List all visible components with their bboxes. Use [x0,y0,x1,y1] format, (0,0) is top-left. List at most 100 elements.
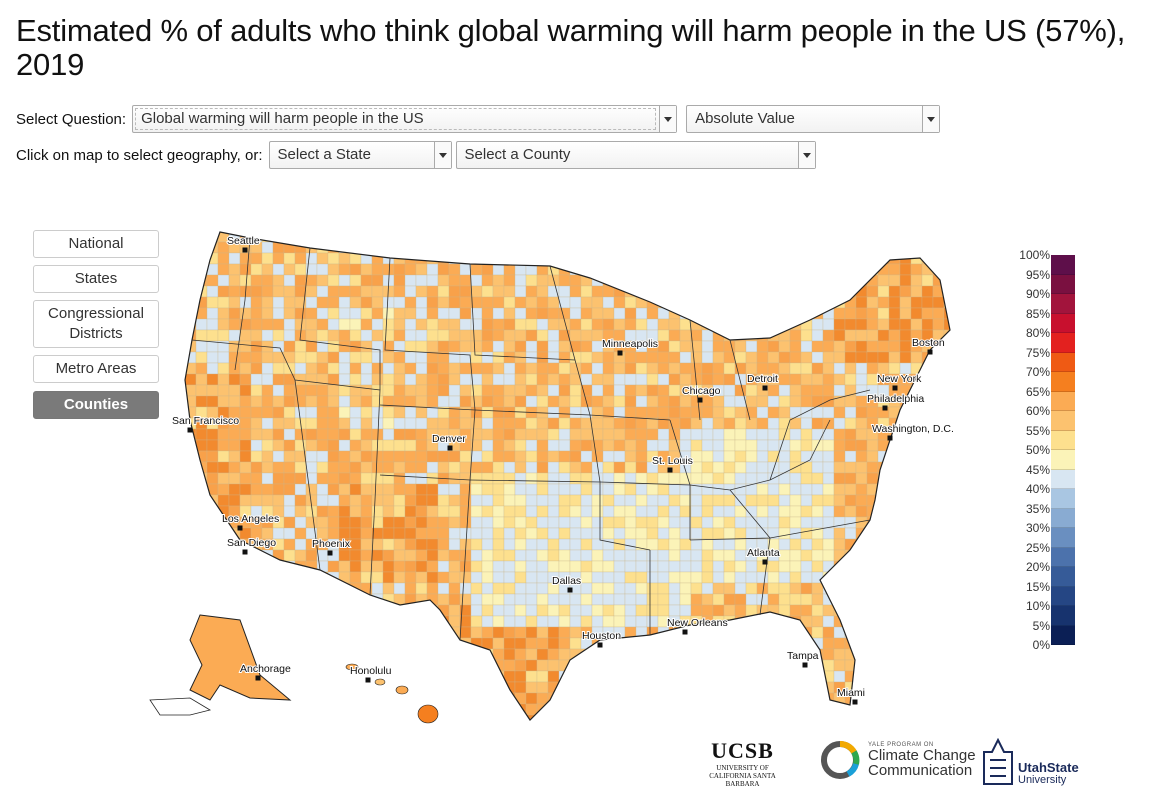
question-row: Select Question: Global warming will har… [16,105,949,133]
city-dot [365,677,371,683]
chevron-down-icon [797,142,815,168]
alaska [149,614,292,716]
county-select[interactable]: Select a County [455,141,816,169]
legend-swatch [1051,294,1075,314]
ypccc-ring-icon [821,740,860,779]
legend-label: 85% [1025,306,1050,321]
state-borders [191,237,871,641]
city-label: Phoenix [312,538,351,550]
usu-building-icon [983,738,1013,785]
legend-swatch [1051,528,1075,548]
geo-button-metro-areas[interactable]: Metro Areas [33,355,159,383]
city-label: Washington, D.C. [872,423,954,435]
geo-button-states[interactable]: States [33,265,159,293]
legend-swatch [1051,313,1075,333]
city-dot [187,427,193,433]
legend-label: 30% [1025,521,1050,535]
legend-label: 35% [1025,501,1050,516]
legend-swatch [1051,391,1075,411]
city-dot [237,525,243,531]
legend-label: 40% [1025,482,1050,496]
usu-logo: UtahState University [978,738,1079,786]
legend-swatch [1051,508,1075,528]
city-label: Seattle [227,235,260,247]
legend-swatch [1051,352,1075,372]
ypccc-logo: YALE PROGRAM ON Climate Change Communica… [818,738,978,782]
legend-swatch [1051,255,1075,275]
legend-label: 25% [1025,540,1050,555]
state-select[interactable]: Select a State [268,141,452,169]
ucsb-logo: UCSB UNIVERSITY OF CALIFORNIA SANTA BARB… [709,738,776,788]
city-label: Miami [837,687,865,699]
city-dot [597,642,603,648]
legend-label: 0% [1032,638,1050,652]
geo-button-national[interactable]: National [33,230,159,258]
geo-button-congressional-districts[interactable]: Congressional Districts [33,300,159,348]
city-label: Denver [432,433,466,445]
city-dot [697,397,703,403]
us-county-map[interactable]: Seattle San Francisco Los Angeles San Diego… [130,220,960,740]
city-dot [255,675,261,681]
legend-swatch [1051,586,1075,606]
city-label: Los Angeles [222,513,279,525]
city-dot [617,350,623,356]
hawaii [345,663,439,724]
city-dot [567,587,573,593]
legend-swatch [1051,606,1075,626]
city-label: Boston [912,337,945,349]
legend-swatch [1051,274,1075,294]
question-label: Select Question: [16,110,127,128]
legend-label: 45% [1025,462,1050,477]
city-dot [447,445,453,451]
legend-swatch [1051,469,1075,489]
city-label: Dallas [552,575,581,587]
city-label: Atlanta [747,547,780,559]
city-dot [892,385,898,391]
city-label: Minneapolis [602,338,658,350]
legend-label: 100% [1019,248,1050,262]
city-dot [242,549,248,555]
city-markers: Seattle San Francisco Los Angeles San Diego… [171,234,955,705]
city-label: Chicago [682,385,721,397]
legend-label: 55% [1025,423,1050,438]
city-label: New Orleans [667,617,728,629]
city-dot [882,405,888,411]
city-dot [242,247,248,253]
city-label: Philadelphia [867,393,924,405]
legend-label: 65% [1025,384,1050,399]
city-dot [927,349,933,355]
legend-swatch [1051,489,1075,509]
city-label: St. Louis [652,455,693,467]
legend-swatch [1051,411,1075,431]
question-select[interactable]: Global warming will harm people in the U… [132,105,678,133]
city-label: Detroit [747,373,778,385]
legend-swatch [1051,547,1075,567]
city-dot [762,559,768,565]
legend-swatch [1051,450,1075,470]
value-type-select[interactable]: Absolute Value [686,105,941,133]
legend-label: 90% [1025,287,1050,301]
city-label: San Diego [227,537,276,549]
geo-button-counties[interactable]: Counties [33,391,159,419]
city-label: Houston [582,630,621,642]
legend-label: 15% [1025,579,1050,594]
legend-swatch [1051,430,1075,450]
legend-swatch [1051,625,1075,645]
legend-label: 5% [1032,618,1050,633]
legend-label: 20% [1025,560,1050,574]
page-title: Estimated % of adults who think global w… [16,13,1126,82]
city-dot [327,550,333,556]
legend-label: 70% [1025,365,1050,379]
city-dot [762,385,768,391]
legend-swatch [1051,372,1075,392]
city-label: Honolulu [350,665,392,677]
legend-label: 95% [1025,267,1050,282]
city-dot [852,699,858,705]
city-dot [802,662,808,668]
city-label: Tampa [787,650,819,662]
city-dot [682,629,688,635]
city-dot [667,467,673,473]
legend-label: 80% [1025,326,1050,340]
legend-swatch [1051,333,1075,353]
chevron-down-icon [922,106,940,132]
